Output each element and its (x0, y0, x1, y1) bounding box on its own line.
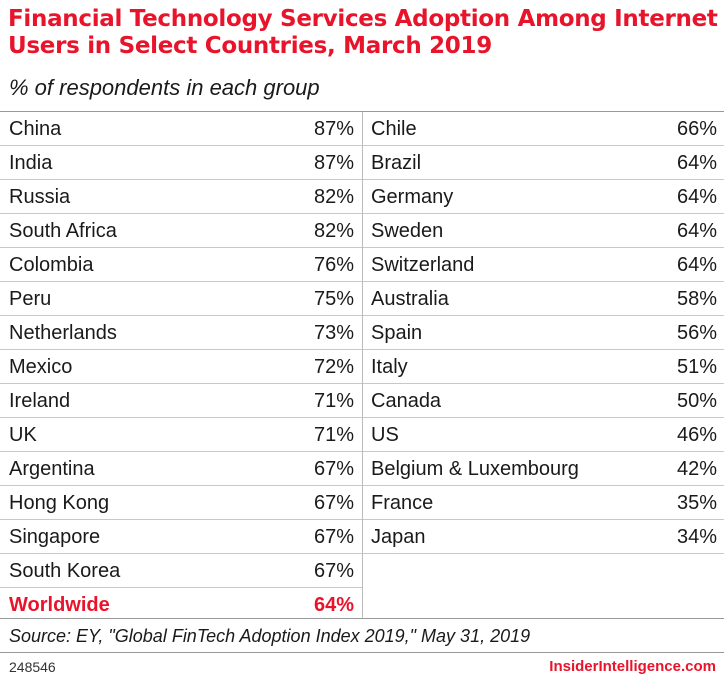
row-label: Worldwide (9, 594, 110, 616)
table-row: France 35% (363, 486, 724, 520)
row-value: 67% (313, 492, 354, 514)
row-label: Sweden (371, 220, 444, 242)
row-label: Peru (9, 288, 52, 310)
row-label: US (371, 424, 399, 446)
chart-id: 248546 (9, 659, 56, 675)
row-label: Spain (371, 322, 423, 344)
row-value: 46% (676, 424, 717, 446)
row-value: 82% (313, 220, 354, 242)
table-row: Singapore 67% (0, 520, 362, 554)
table-row: Chile 66% (363, 112, 724, 146)
table-row: Hong Kong 67% (0, 486, 362, 520)
table-row: Brazil 64% (363, 146, 724, 180)
row-value: 87% (313, 118, 354, 140)
table-column-left: China 87% India 87% Russia 82% South Africa 82%… (0, 112, 362, 622)
table-row: Peru 75% (0, 282, 362, 316)
table-row: Spain 56% (363, 316, 724, 350)
row-value: 67% (313, 526, 354, 548)
row-value: 42% (676, 458, 717, 480)
row-label: Russia (9, 186, 71, 208)
row-label: India (9, 152, 53, 174)
row-label: Belgium & Luxembourg (371, 458, 579, 480)
row-label: UK (9, 424, 37, 446)
row-value: 75% (313, 288, 354, 310)
row-label: Australia (371, 288, 449, 310)
brand-link[interactable]: InsiderIntelligence.com (549, 658, 716, 675)
row-value: 87% (313, 152, 354, 174)
table-row: US 46% (363, 418, 724, 452)
row-value: 66% (676, 118, 717, 140)
table-row: Italy 51% (363, 350, 724, 384)
row-value: 73% (313, 322, 354, 344)
row-label: Colombia (9, 254, 94, 276)
table-row: Mexico 72% (0, 350, 362, 384)
row-value: 71% (313, 424, 354, 446)
row-value: 64% (676, 220, 717, 242)
table-row: China 87% (0, 112, 362, 146)
row-value: 64% (313, 594, 354, 616)
table-row: Japan 34% (363, 520, 724, 554)
footer-divider (0, 652, 724, 653)
row-label: Mexico (9, 356, 73, 378)
row-label: Germany (371, 186, 454, 208)
row-value: 50% (676, 390, 717, 412)
source-note: Source: EY, "Global FinTech Adoption Ind… (9, 626, 531, 646)
row-label: Hong Kong (9, 492, 110, 514)
table-row: Australia 58% (363, 282, 724, 316)
table-row: South Africa 82% (0, 214, 362, 248)
row-value: 76% (313, 254, 354, 276)
row-label: Singapore (9, 526, 101, 548)
row-value: 67% (313, 560, 354, 582)
table-row: India 87% (0, 146, 362, 180)
row-label: Netherlands (9, 322, 117, 344)
row-value: 51% (676, 356, 717, 378)
row-value: 71% (313, 390, 354, 412)
table-row: Netherlands 73% (0, 316, 362, 350)
table-row: Argentina 67% (0, 452, 362, 486)
row-value: 35% (676, 492, 717, 514)
table-row: Germany 64% (363, 180, 724, 214)
table-row-worldwide: Worldwide 64% (0, 588, 362, 622)
row-label: Brazil (371, 152, 422, 174)
chart-subtitle: % of respondents in each group (9, 75, 320, 100)
row-label: China (9, 118, 62, 140)
table-row: Ireland 71% (0, 384, 362, 418)
row-label: South Africa (9, 220, 117, 242)
row-label: South Korea (9, 560, 121, 582)
data-table: China 87% India 87% Russia 82% South Africa 82%… (0, 111, 724, 619)
row-value: 58% (676, 288, 717, 310)
row-value: 56% (676, 322, 717, 344)
row-value: 72% (313, 356, 354, 378)
row-label: Japan (371, 526, 426, 548)
row-label: France (371, 492, 434, 514)
row-label: Canada (371, 390, 442, 412)
row-value: 64% (676, 186, 717, 208)
row-value: 67% (313, 458, 354, 480)
row-value: 82% (313, 186, 354, 208)
table-row: South Korea 67% (0, 554, 362, 588)
row-label: Chile (371, 118, 417, 140)
row-label: Switzerland (371, 254, 475, 276)
row-label: Ireland (9, 390, 71, 412)
table-row: UK 71% (0, 418, 362, 452)
table-row: Belgium & Luxembourg 42% (363, 452, 724, 486)
table-column-right: Chile 66% Brazil 64% Germany 64% Sweden 64% Swit… (362, 112, 724, 618)
table-row: Canada 50% (363, 384, 724, 418)
table-row: Sweden 64% (363, 214, 724, 248)
row-value: 34% (676, 526, 717, 548)
row-label: Italy (371, 356, 408, 378)
table-row: Switzerland 64% (363, 248, 724, 282)
table-row: Russia 82% (0, 180, 362, 214)
row-value: 64% (676, 254, 717, 276)
chart-title: Financial Technology Services Adoption A… (8, 6, 718, 59)
table-row: Colombia 76% (0, 248, 362, 282)
row-label: Argentina (9, 458, 95, 480)
row-value: 64% (676, 152, 717, 174)
